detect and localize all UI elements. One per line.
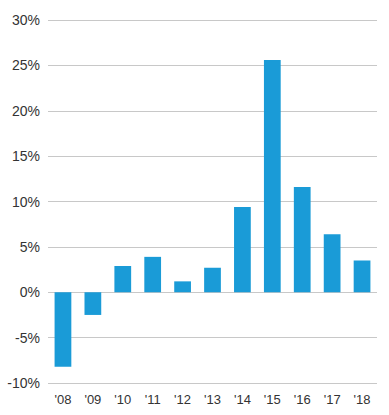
svg-text:'16: '16 (294, 392, 311, 407)
svg-text:'09: '09 (84, 392, 101, 407)
svg-text:'10: '10 (114, 392, 131, 407)
svg-text:5%: 5% (20, 239, 40, 255)
svg-text:'13: '13 (204, 392, 221, 407)
svg-text:20%: 20% (12, 103, 40, 119)
svg-text:'17: '17 (324, 392, 341, 407)
svg-text:'18: '18 (354, 392, 371, 407)
svg-text:-10%: -10% (7, 375, 40, 391)
svg-text:0%: 0% (20, 284, 40, 300)
svg-text:'12: '12 (174, 392, 191, 407)
svg-text:'11: '11 (145, 392, 161, 407)
svg-text:30%: 30% (12, 12, 40, 28)
svg-text:-5%: -5% (15, 330, 40, 346)
svg-text:'08: '08 (54, 392, 71, 407)
svg-text:'15: '15 (264, 392, 281, 407)
svg-text:'14: '14 (234, 392, 251, 407)
svg-text:15%: 15% (12, 148, 40, 164)
svg-text:25%: 25% (12, 57, 40, 73)
svg-text:10%: 10% (12, 194, 40, 210)
